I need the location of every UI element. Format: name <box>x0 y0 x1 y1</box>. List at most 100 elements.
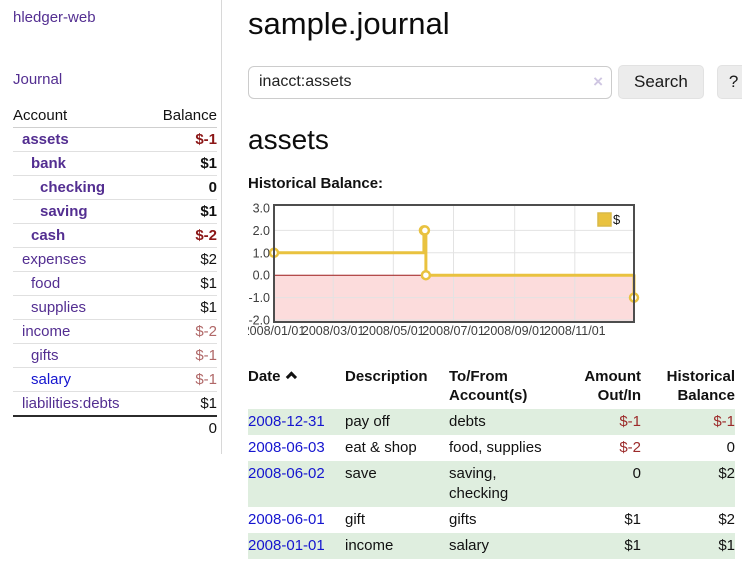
account-row: income $-2 <box>13 319 217 344</box>
accounts-total-row: 0 <box>13 415 217 440</box>
svg-text:3.0: 3.0 <box>253 202 270 216</box>
transaction-accounts: saving, checking <box>449 461 571 507</box>
register-header-date[interactable]: Date <box>248 365 345 409</box>
transaction-accounts: gifts <box>449 511 477 528</box>
transaction-description: eat & shop <box>345 439 417 456</box>
transaction-description: income <box>345 533 449 559</box>
account-balance: $1 <box>148 391 217 417</box>
account-link[interactable]: salary <box>31 371 72 388</box>
sidebar-item-journal[interactable]: Journal <box>13 71 63 88</box>
transaction-row: 2008-06-03 eat & shop food, supplies $-2 0 <box>248 435 735 461</box>
search-input[interactable] <box>248 65 612 99</box>
transaction-balance: $1 <box>641 533 735 559</box>
account-row: assets $-1 <box>13 127 217 152</box>
register-header-balance: Historical Balance <box>666 368 735 404</box>
svg-text:2.0: 2.0 <box>253 224 270 238</box>
account-link[interactable]: supplies <box>31 299 87 316</box>
register-table: Date Description To/From Account(s) Amou… <box>248 365 735 559</box>
account-link[interactable]: food <box>31 275 61 292</box>
account-link[interactable]: gifts <box>31 347 59 364</box>
transaction-description: save <box>345 461 449 507</box>
account-row: salary $-1 <box>13 367 217 392</box>
register-header-description: Description <box>345 368 428 385</box>
register-header-accounts: To/From Account(s) <box>449 368 528 404</box>
svg-text:-2.0: -2.0 <box>248 314 270 328</box>
transaction-amount: $1 <box>624 511 641 528</box>
help-button[interactable]: ? <box>716 65 742 99</box>
account-link[interactable]: expenses <box>22 251 87 268</box>
svg-text:1.0: 1.0 <box>253 246 270 260</box>
account-balance: $1 <box>148 151 217 176</box>
account-balance: $-1 <box>148 127 217 152</box>
account-row: bank $1 <box>13 151 217 176</box>
account-link[interactable]: saving <box>40 203 88 220</box>
account-balance: $2 <box>148 247 217 272</box>
transaction-row: 2008-06-02 save saving, checking 0 $2 <box>248 461 735 507</box>
page: hledger-web Journal Account Balance asse… <box>0 0 742 559</box>
svg-text:-1.0: -1.0 <box>248 291 270 305</box>
transaction-description: pay off <box>345 409 449 435</box>
transaction-accounts: debts <box>449 409 571 435</box>
account-row: gifts $-1 <box>13 343 217 368</box>
sidebar: hledger-web Journal Account Balance asse… <box>0 0 222 454</box>
transaction-date-link[interactable]: 2008-06-02 <box>248 465 325 482</box>
svg-text:2008/03/01: 2008/03/01 <box>302 324 365 338</box>
account-row: expenses $2 <box>13 247 217 272</box>
svg-text:2008/07/01: 2008/07/01 <box>422 324 485 338</box>
sort-ascending-icon <box>285 371 297 383</box>
svg-text:0.0: 0.0 <box>253 269 270 283</box>
transaction-balance: $2 <box>718 511 735 528</box>
transaction-row: 2008-06-01 gift gifts $1 $2 <box>248 507 735 533</box>
account-row: saving $1 <box>13 199 217 224</box>
svg-text:2008/01/01: 2008/01/01 <box>248 324 305 338</box>
accounts-column-header: Account <box>13 104 149 128</box>
transaction-date-link[interactable]: 2008-01-01 <box>248 537 325 554</box>
transaction-balance: $-1 <box>641 409 735 435</box>
account-link[interactable]: checking <box>40 179 106 196</box>
account-balance: $1 <box>148 199 217 224</box>
historical-balance-chart: $3.0 2.0 1.0 0.0 -1.0 -2.0 2008/01/01 2008/03/0… <box>243 198 742 346</box>
svg-text:2008/09/01: 2008/09/01 <box>483 324 546 338</box>
account-row: checking 0 <box>13 175 217 200</box>
account-row: cash $-2 <box>13 223 217 248</box>
balance-column-header: Balance <box>148 104 217 128</box>
account-balance: $-1 <box>148 343 217 368</box>
transaction-date-link[interactable]: 2008-06-03 <box>248 439 325 456</box>
account-link[interactable]: bank <box>31 155 67 172</box>
account-balance: $-2 <box>148 319 217 344</box>
page-title: sample.journal <box>248 6 450 41</box>
account-row: food $1 <box>13 271 217 296</box>
transaction-balance: $2 <box>641 461 735 507</box>
transaction-description: gift <box>345 511 366 528</box>
account-balance: $1 <box>148 271 217 296</box>
clear-search-icon[interactable]: × <box>593 71 603 91</box>
account-link[interactable]: liabilities:debts <box>22 395 120 412</box>
chart-title: Historical Balance: <box>248 175 384 192</box>
transaction-date-link[interactable]: 2008-12-31 <box>248 413 325 430</box>
account-row: supplies $1 <box>13 295 217 320</box>
account-balance: $-1 <box>148 367 217 392</box>
register-header-amount: Amount Out/In <box>584 368 641 404</box>
accounts-balance-table: Account Balance assets $-1 bank $1 checking 0… <box>13 104 217 440</box>
account-link[interactable]: cash <box>31 227 66 244</box>
account-link[interactable]: assets <box>22 131 69 148</box>
transaction-amount: $-1 <box>571 409 641 435</box>
transaction-balance: 0 <box>726 439 735 456</box>
account-link[interactable]: income <box>22 323 71 340</box>
transaction-date-link[interactable]: 2008-06-01 <box>248 511 325 528</box>
transaction-amount: 0 <box>571 461 641 507</box>
account-row: liabilities:debts $1 <box>13 391 217 417</box>
transaction-amount: $-2 <box>619 439 641 456</box>
transaction-row: 2008-01-01 income salary $1 $1 <box>248 533 735 559</box>
account-balance: 0 <box>148 175 217 200</box>
transaction-accounts: food, supplies <box>449 439 542 456</box>
search-button[interactable]: Search <box>618 65 704 99</box>
register-header-row: Date Description To/From Account(s) Amou… <box>248 365 735 409</box>
main-content: sample.journal × Search ? assets Histori… <box>222 0 742 559</box>
account-balance: $1 <box>148 295 217 320</box>
transaction-accounts: salary <box>449 533 571 559</box>
search-bar: × Search ? <box>248 65 742 99</box>
accounts-total-value: 0 <box>148 415 217 440</box>
svg-text:2008/11/01: 2008/11/01 <box>544 324 606 338</box>
app-title-link[interactable]: hledger-web <box>13 9 96 26</box>
